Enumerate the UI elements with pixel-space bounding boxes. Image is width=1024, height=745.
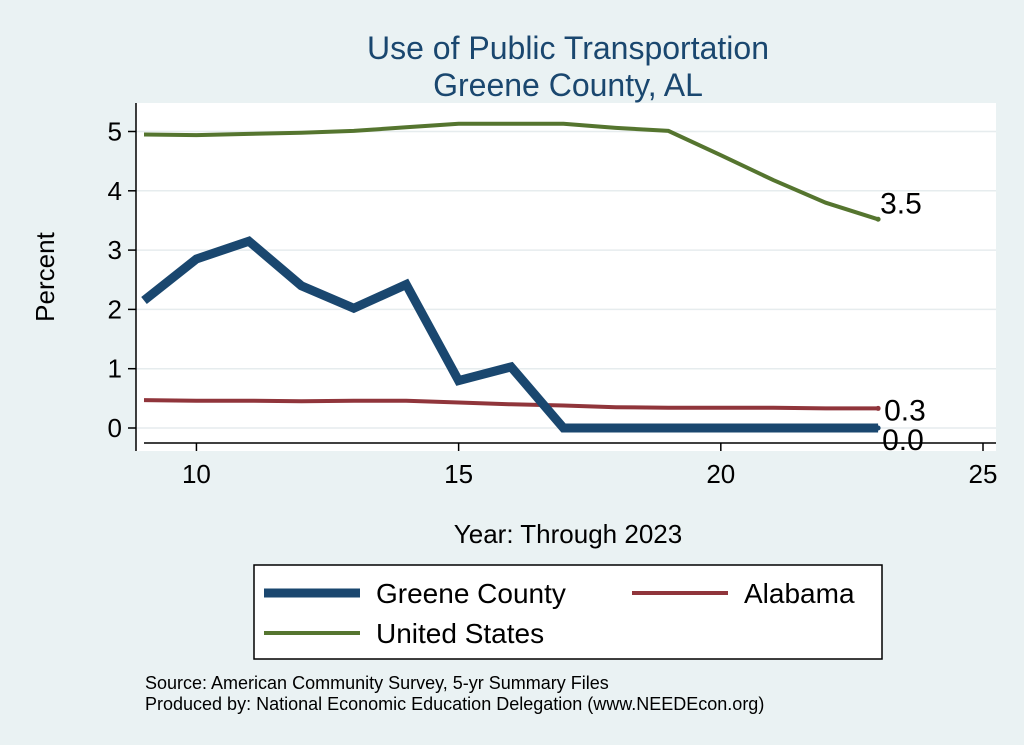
source-note: Source: American Community Survey, 5-yr … xyxy=(145,673,609,693)
x-tick-label: 10 xyxy=(182,459,211,489)
y-tick-label: 0 xyxy=(108,413,122,443)
end-label-united-states: 3.5 xyxy=(880,187,922,220)
legend: Greene County Alabama United States xyxy=(253,564,883,660)
x-tick-label: 15 xyxy=(444,459,473,489)
legend-box xyxy=(253,564,883,660)
x-tick-label: 25 xyxy=(969,459,998,489)
plot-area xyxy=(136,103,996,451)
legend-label-greene-county: Greene County xyxy=(376,578,566,609)
series-end-point xyxy=(875,216,881,222)
series-line-greene-county xyxy=(141,236,879,433)
series-end-point xyxy=(875,425,881,431)
end-labels: 0.00.3 3.5 xyxy=(880,187,926,457)
x-tick-label: 20 xyxy=(706,459,735,489)
y-tick-label: 2 xyxy=(108,294,122,324)
series-line-alabama xyxy=(143,398,879,411)
y-tick-label: 5 xyxy=(108,117,122,147)
series-line-united-states xyxy=(143,121,879,222)
producer-note: Produced by: National Economic Education… xyxy=(145,694,764,714)
series-layer xyxy=(141,121,881,433)
end-label-alabama: 0.3 xyxy=(884,394,926,427)
legend-label-alabama: Alabama xyxy=(744,578,855,609)
end-label-greene-county: 0.0 xyxy=(882,424,924,457)
axes: 0 1 2 3 4 5 10 15 20 25 xyxy=(108,103,998,489)
y-tick-label: 3 xyxy=(108,235,122,265)
chart-title-line-2: Greene County, AL xyxy=(433,67,703,103)
series-end-point xyxy=(875,405,881,411)
y-axis-label: Percent xyxy=(30,231,60,321)
y-tick-label: 1 xyxy=(108,354,122,384)
x-axis-label: Year: Through 2023 xyxy=(454,519,682,549)
y-tick-label: 4 xyxy=(108,176,122,206)
chart-title-line-1: Use of Public Transportation xyxy=(367,30,769,66)
legend-label-united-states: United States xyxy=(376,618,544,649)
